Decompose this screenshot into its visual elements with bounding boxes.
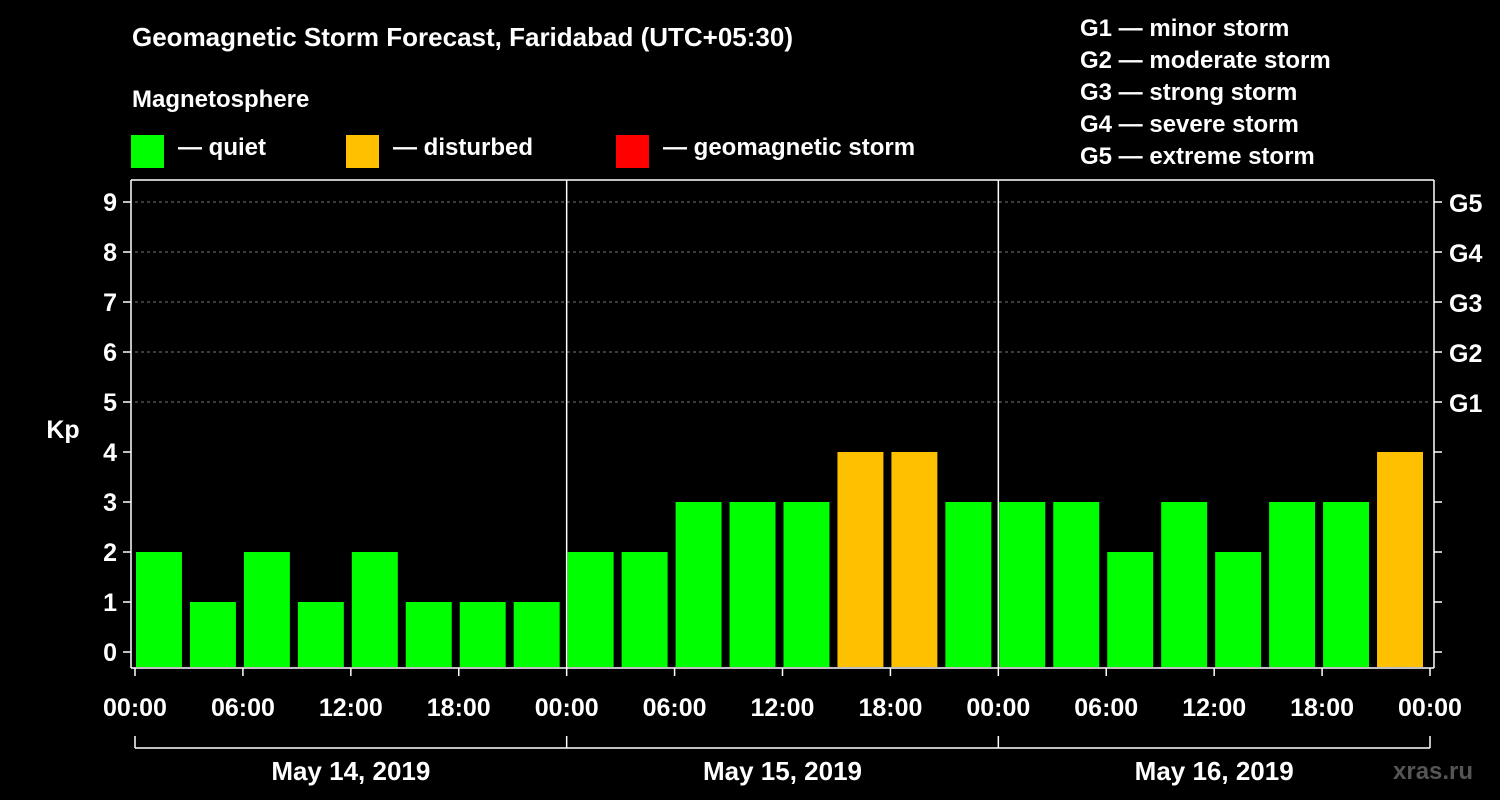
x-tick-label: 00:00 (535, 694, 599, 722)
kp-bar (945, 502, 992, 667)
g-level-label: G4 (1449, 240, 1482, 268)
y-tick-label: 1 (103, 589, 117, 617)
legend-swatch-disturbed (346, 135, 379, 168)
x-tick-label: 18:00 (858, 694, 922, 722)
y-tick-label: 6 (103, 339, 117, 367)
kp-bar (513, 602, 560, 667)
legend-swatch-quiet (131, 135, 164, 168)
g-level-label: G5 (1449, 190, 1482, 218)
x-tick-label: 18:00 (427, 694, 491, 722)
kp-bar (999, 502, 1046, 667)
kp-bar (405, 602, 452, 667)
kp-bar (1161, 502, 1208, 667)
kp-bar (1323, 502, 1370, 667)
x-tick-label: 18:00 (1290, 694, 1354, 722)
y-axis-title: Kp (46, 416, 79, 444)
x-tick-label: 06:00 (1074, 694, 1138, 722)
storm-level-g5: G5 — extreme storm (1080, 143, 1315, 170)
kp-bar (621, 552, 668, 667)
y-tick-label: 5 (103, 389, 117, 417)
x-tick-label: 12:00 (751, 694, 815, 722)
kp-bar (729, 502, 776, 667)
g-level-label: G3 (1449, 290, 1482, 318)
y-tick-label: 8 (103, 239, 117, 267)
storm-level-g3: G3 — strong storm (1080, 79, 1298, 106)
kp-bar (243, 552, 290, 667)
y-tick-label: 9 (103, 189, 117, 217)
g-level-label: G1 (1449, 390, 1482, 418)
kp-bar (1107, 552, 1154, 667)
kp-bar (567, 552, 614, 667)
watermark: xras.ru (1393, 758, 1474, 785)
storm-level-g1: G1 — minor storm (1080, 15, 1290, 42)
y-tick-label: 3 (103, 489, 117, 517)
kp-bar (189, 602, 236, 667)
kp-bar (1053, 502, 1100, 667)
kp-bar (136, 552, 182, 667)
kp-bar (297, 602, 344, 667)
legend-label-storm: — geomagnetic storm (663, 134, 916, 161)
x-tick-label: 12:00 (1182, 694, 1246, 722)
kp-bar (783, 502, 830, 667)
legend-swatch-storm (616, 135, 649, 168)
y-tick-label: 4 (103, 439, 117, 467)
x-tick-label: 12:00 (319, 694, 383, 722)
kp-bar (675, 502, 722, 667)
kp-bar (351, 552, 398, 667)
kp-bar (1269, 502, 1316, 667)
y-tick-label: 2 (103, 539, 117, 567)
kp-bar (837, 452, 884, 667)
g-level-label: G2 (1449, 340, 1482, 368)
kp-bar (891, 452, 938, 667)
x-tick-label: 06:00 (643, 694, 707, 722)
day-label: May 15, 2019 (703, 756, 862, 786)
kp-bar (1215, 552, 1262, 667)
storm-level-g2: G2 — moderate storm (1080, 47, 1331, 74)
storm-level-g4: G4 — severe storm (1080, 111, 1299, 138)
day-label: May 14, 2019 (271, 756, 430, 786)
y-tick-label: 0 (103, 639, 117, 667)
x-tick-label: 00:00 (966, 694, 1030, 722)
x-tick-label: 06:00 (211, 694, 275, 722)
kp-bar (1377, 452, 1423, 667)
y-tick-label: 7 (103, 289, 117, 317)
chart-title: Geomagnetic Storm Forecast, Faridabad (U… (132, 22, 794, 52)
legend-label-disturbed: — disturbed (393, 134, 534, 161)
x-tick-label: 00:00 (1398, 694, 1462, 722)
kp-bar (459, 602, 506, 667)
day-label: May 16, 2019 (1135, 756, 1294, 786)
magnetosphere-label: Magnetosphere (132, 86, 310, 113)
legend-label-quiet: — quiet (178, 134, 266, 161)
x-tick-label: 00:00 (103, 694, 167, 722)
